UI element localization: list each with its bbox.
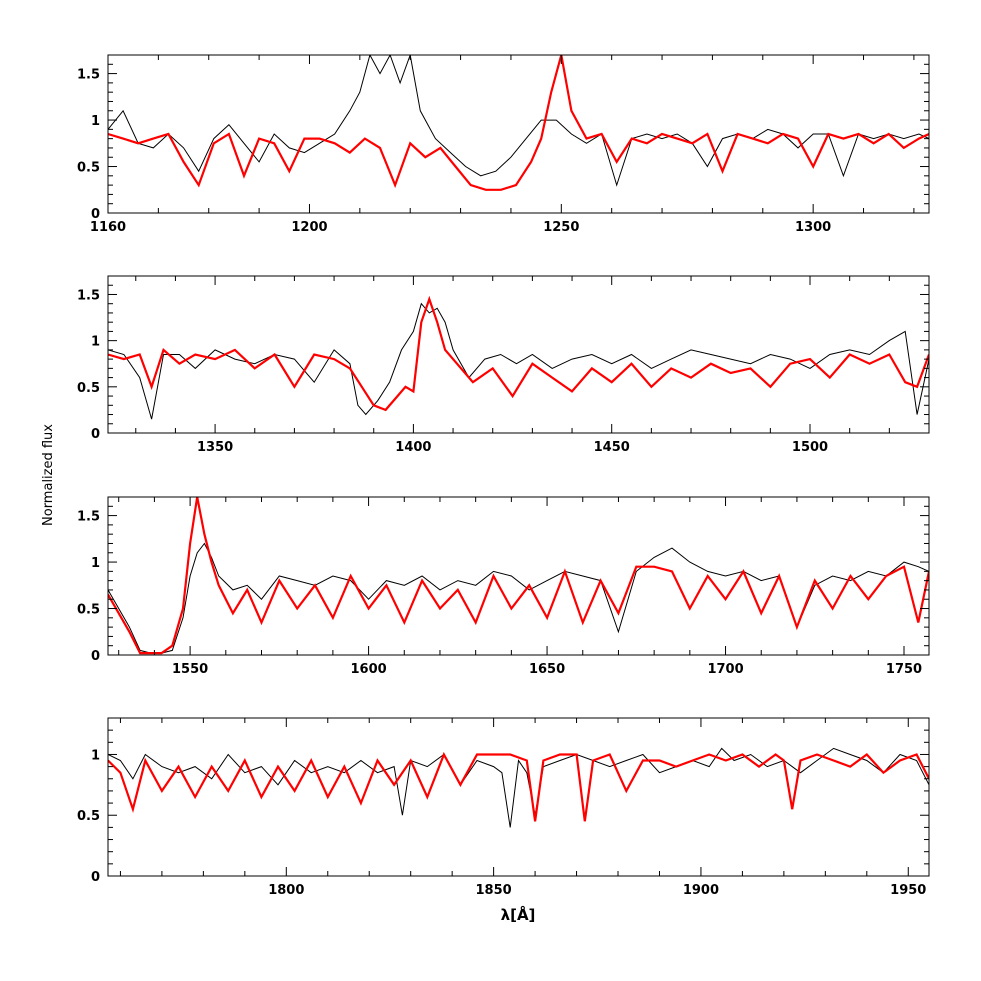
x-tick-label: 1750 xyxy=(886,662,922,677)
y-tick-label: 0.5 xyxy=(77,809,100,824)
panel-2: 1350 1400 1450 1500 0 0.5 1 1.5 xyxy=(77,275,930,455)
panels-group: 1160 1200 1250 1300 0 0.5 1 1.5 1350 1400 1450 1500… xyxy=(77,54,930,898)
y-tick-label: 0.5 xyxy=(77,161,100,176)
x-axis-label: λ[Å] xyxy=(501,905,536,924)
x-tick-label: 1800 xyxy=(268,883,304,898)
y-tick-label: 0.5 xyxy=(77,381,100,396)
x-tick-label: 1160 xyxy=(90,220,126,235)
y-axis-label: Normalized flux xyxy=(41,424,56,526)
x-tick-label: 1550 xyxy=(172,662,208,677)
y-tick-label: 1 xyxy=(91,556,100,571)
x-tick-label: 1250 xyxy=(543,220,579,235)
plot-frame xyxy=(107,275,930,434)
series-model-line xyxy=(108,295,929,412)
x-tick-label: 1450 xyxy=(594,440,630,455)
x-tick-label: 1650 xyxy=(529,662,565,677)
plot-frame xyxy=(107,496,930,656)
series-observed-line xyxy=(108,747,929,828)
series-observed-line xyxy=(108,55,929,187)
y-tick-label: 1 xyxy=(91,335,100,350)
plot-frame xyxy=(107,717,930,877)
series-model-line xyxy=(108,55,929,191)
x-tick-label: 1850 xyxy=(476,883,512,898)
x-tick-label: 1400 xyxy=(395,440,431,455)
x-tick-label: 1200 xyxy=(291,220,327,235)
x-tick-label: 1700 xyxy=(707,662,743,677)
series-observed-line xyxy=(108,302,929,420)
y-tick-label: 1.5 xyxy=(77,288,100,303)
y-tick-label: 0 xyxy=(91,649,100,664)
y-tick-label: 0.5 xyxy=(77,603,100,618)
x-tick-label: 1350 xyxy=(197,440,233,455)
series-model-line xyxy=(108,497,929,655)
plot-frame xyxy=(107,54,930,214)
x-tick-label: 1600 xyxy=(350,662,386,677)
y-tick-label: 1 xyxy=(91,748,100,763)
panel-1: 1160 1200 1250 1300 0 0.5 1 1.5 xyxy=(77,54,930,235)
y-tick-label: 0 xyxy=(91,207,100,222)
y-tick-label: 1.5 xyxy=(77,68,100,83)
x-tick-label: 1500 xyxy=(792,440,828,455)
panel-4: 1800 1850 1900 1950 0 0.5 1 xyxy=(77,717,930,898)
series-model-line xyxy=(108,751,929,822)
y-tick-label: 0 xyxy=(91,427,100,442)
x-tick-label: 1950 xyxy=(890,883,926,898)
y-tick-label: 1.5 xyxy=(77,510,100,525)
y-tick-label: 1 xyxy=(91,114,100,129)
y-tick-label: 0 xyxy=(91,870,100,885)
x-tick-label: 1900 xyxy=(683,883,719,898)
x-tick-label: 1300 xyxy=(795,220,831,235)
panel-3: 1550 1600 1650 1700 1750 0 0.5 1 1.5 xyxy=(77,496,930,677)
